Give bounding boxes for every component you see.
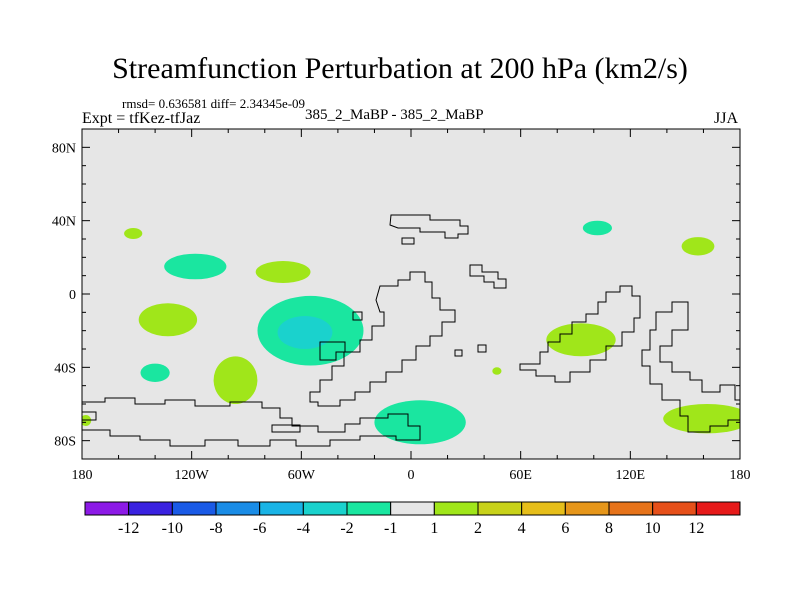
anomaly-region-13 <box>546 323 616 357</box>
x-tick-label: 180 <box>72 468 93 483</box>
y-tick-label: 40S <box>54 361 76 376</box>
anomaly-region-4 <box>255 261 311 283</box>
x-tick-label: 60W <box>288 468 316 483</box>
map-title: Streamfunction Perturbation at 200 hPa (… <box>112 52 688 85</box>
coastline-antarctica-inset <box>82 411 97 421</box>
colorbar-label: 12 <box>688 520 704 537</box>
colorbar-swatch <box>84 501 130 516</box>
colorbar-label: 1 <box>430 520 438 537</box>
anomaly-region-3 <box>138 303 198 337</box>
colorbar-swatch <box>564 501 610 516</box>
colorbar-swatch <box>171 501 217 516</box>
coastline-australia <box>641 301 740 433</box>
colorbar-swatch <box>390 501 435 516</box>
colorbar-swatch <box>477 501 523 516</box>
colorbar-swatch <box>521 501 566 516</box>
anomaly-region-14 <box>663 404 740 434</box>
coastline-south-america <box>309 271 456 407</box>
x-tick-label: 0 <box>408 468 415 483</box>
colorbar-swatch <box>346 501 392 516</box>
experiment-label: Expt = tfKez-tfJaz <box>82 110 201 127</box>
colorbar-label: -1 <box>384 520 397 537</box>
colorbar-label: 10 <box>645 520 661 537</box>
axis-ticks <box>81 129 741 459</box>
coastline-africa-asia <box>519 285 641 383</box>
colorbar-swatch <box>259 501 304 516</box>
coastline-antarctica-west <box>82 397 421 447</box>
coastline-caribbean <box>454 344 487 357</box>
x-tick-label: 180 <box>730 468 751 483</box>
anomaly-region-10 <box>492 367 502 375</box>
anomaly-region-2 <box>164 253 227 280</box>
colorbar-label: -8 <box>209 520 222 537</box>
colorbar-label: 2 <box>474 520 482 537</box>
anomaly-layer <box>82 220 740 445</box>
colorbar-label: 8 <box>605 520 613 537</box>
anomaly-region-1 <box>124 228 143 239</box>
anomaly-region-6 <box>277 316 333 349</box>
colorbar-label: -12 <box>118 520 139 537</box>
case-label: 385_2_MaBP - 385_2_MaBP <box>305 107 484 123</box>
coastline-mexico <box>469 264 507 289</box>
coastlines <box>82 214 740 447</box>
y-tick-label: 80S <box>54 435 76 450</box>
x-tick-label: 60E <box>509 468 532 483</box>
anomaly-region-11 <box>582 220 613 236</box>
season-label: JJA <box>714 110 739 127</box>
coastline-small-inset <box>352 311 363 321</box>
colorbar-label: -6 <box>253 520 266 537</box>
colorbar-label: -10 <box>162 520 183 537</box>
colorbar-label: -4 <box>297 520 310 537</box>
colorbar-swatch <box>608 501 654 516</box>
anomaly-region-8 <box>213 356 258 405</box>
coastline-bay <box>319 341 346 361</box>
stats-line: rmsd= 0.636581 diff= 2.34345e-09 <box>122 96 306 111</box>
y-tick-label: 80N <box>52 141 76 156</box>
axis-labels: 180 120W 60W 0 60E 120E 180 80N 40N 0 40S 80S <box>52 141 751 483</box>
x-tick-label: 120W <box>175 468 210 483</box>
x-tick-label: 120E <box>616 468 646 483</box>
colorbar-swatch <box>128 501 173 516</box>
colorbar-swatch <box>695 501 741 516</box>
coastline-ice-shelf <box>271 424 301 433</box>
anomaly-region-7 <box>140 363 170 382</box>
anomaly-region-9 <box>374 400 466 445</box>
coastline-island <box>401 237 415 245</box>
coastline-north-america <box>389 214 469 239</box>
colorbar-label: -2 <box>340 520 353 537</box>
y-tick-label: 40N <box>52 215 76 230</box>
colorbar-label: 4 <box>518 520 526 537</box>
colorbar-swatch <box>215 501 261 516</box>
colorbar: -12 -10 -8 -6 -4 -2 -1 1 2 4 6 8 10 12 <box>84 501 741 537</box>
colorbar-swatch <box>433 501 479 516</box>
y-tick-label: 0 <box>69 288 76 303</box>
colorbar-swatch <box>302 501 348 516</box>
anomaly-region-12 <box>681 237 715 256</box>
colorbar-swatch <box>652 501 697 516</box>
colorbar-label: 6 <box>561 520 569 537</box>
